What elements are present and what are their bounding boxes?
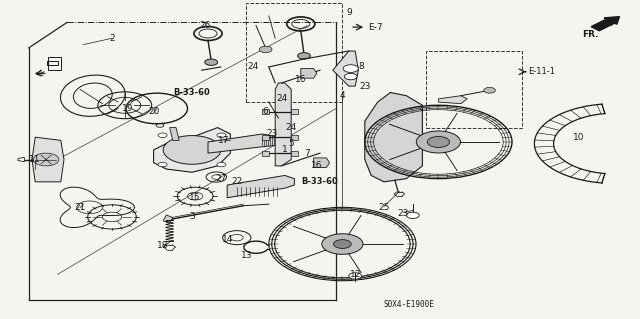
Polygon shape [291,109,298,114]
Text: B-33-60: B-33-60 [173,88,211,97]
Text: 20: 20 [148,107,159,116]
Text: 23: 23 [359,82,371,91]
Text: 14: 14 [221,235,233,244]
Polygon shape [262,135,269,140]
Polygon shape [275,83,291,166]
Circle shape [158,162,167,167]
Text: 16: 16 [311,161,323,170]
Polygon shape [333,51,358,86]
Circle shape [343,65,358,72]
Text: 11: 11 [29,155,41,164]
Text: 9: 9 [346,8,351,17]
Text: 7: 7 [305,149,310,158]
Text: 1: 1 [282,145,287,154]
Text: 24: 24 [285,123,297,132]
Polygon shape [208,134,278,153]
Polygon shape [227,175,294,198]
Text: 17: 17 [218,136,230,145]
Polygon shape [18,157,24,162]
Text: 21: 21 [74,203,86,212]
Polygon shape [32,137,64,182]
Text: 3: 3 [189,212,195,221]
Text: 5: 5 [289,139,294,148]
Text: 12: 12 [349,270,361,279]
Circle shape [484,87,495,93]
Text: 10: 10 [573,133,585,142]
Polygon shape [262,109,269,114]
Circle shape [349,273,362,279]
Text: 24: 24 [247,63,259,71]
Text: 18: 18 [157,241,169,250]
Circle shape [158,133,167,137]
Text: B-33-60: B-33-60 [301,177,339,186]
Polygon shape [365,93,422,182]
Text: S0X4-E1900E: S0X4-E1900E [384,300,435,309]
Text: 15: 15 [189,193,201,202]
Text: 23: 23 [397,209,409,218]
Bar [426,51,522,128]
Text: 2: 2 [109,34,115,43]
Text: 4: 4 [340,91,345,100]
Text: 24: 24 [276,94,287,103]
Text: E-7: E-7 [368,23,383,32]
Polygon shape [301,69,317,78]
Text: 13: 13 [241,251,252,260]
Bar [246,3,342,102]
Circle shape [333,240,351,249]
Circle shape [163,136,221,164]
Text: 19: 19 [122,104,134,113]
Polygon shape [154,128,230,172]
Text: 16: 16 [295,75,307,84]
Polygon shape [291,151,298,156]
Text: FR.: FR. [582,30,599,39]
Circle shape [259,46,272,53]
Circle shape [406,212,419,219]
Circle shape [417,131,461,153]
Text: 23: 23 [266,130,278,138]
Text: E-11-1: E-11-1 [528,67,555,76]
Circle shape [212,175,221,179]
Text: 25: 25 [378,203,390,212]
Text: 6: 6 [263,107,268,116]
Polygon shape [314,158,330,167]
Circle shape [217,162,226,167]
FancyArrow shape [591,17,620,31]
Polygon shape [163,215,173,223]
Polygon shape [170,128,179,140]
Text: 22: 22 [231,177,243,186]
Text: 8: 8 [359,63,364,71]
Circle shape [428,137,449,147]
Circle shape [344,73,357,80]
Polygon shape [438,96,467,104]
Circle shape [298,53,310,59]
Circle shape [217,133,226,137]
Polygon shape [262,151,269,156]
Polygon shape [291,135,298,140]
Text: 26: 26 [199,21,211,30]
Circle shape [33,153,59,166]
Text: 27: 27 [215,174,227,183]
Circle shape [205,59,218,65]
Circle shape [322,234,363,254]
